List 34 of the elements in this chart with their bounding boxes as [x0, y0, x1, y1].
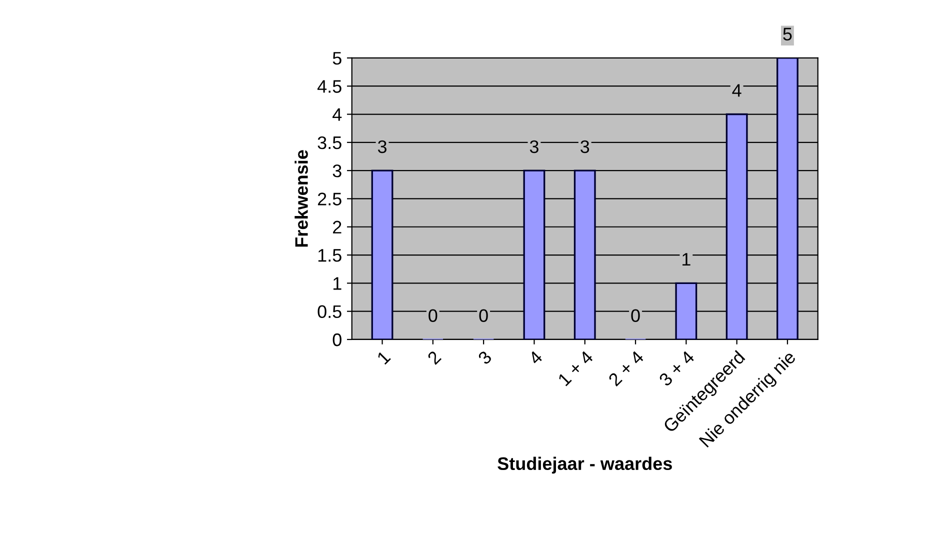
y-tick-label: 0	[332, 333, 342, 346]
x-tick-label: 2	[426, 350, 442, 365]
bar	[776, 58, 798, 340]
y-tick-label: 4.5	[317, 80, 342, 93]
y-tick-label: 1.5	[318, 249, 342, 262]
data-label: 3	[530, 140, 538, 154]
data-label: 0	[631, 309, 640, 322]
data-label: 4	[732, 84, 742, 97]
y-tick-label: 2.5	[318, 192, 342, 206]
x-axis-title: Studiejaar - waardes	[498, 456, 672, 474]
bar	[523, 170, 546, 340]
data-label: 1	[682, 253, 690, 266]
bar	[726, 113, 748, 340]
y-tick-label: 4	[332, 108, 342, 121]
data-label: 5	[783, 28, 792, 40]
y-tick-label: 2	[333, 220, 342, 234]
x-tick-label: 1 + 4	[558, 350, 594, 386]
y-tick-label: 5	[332, 52, 342, 65]
bar	[574, 170, 596, 340]
x-tick-label: 3	[477, 350, 492, 366]
y-tick-label: 3	[332, 164, 342, 178]
y-tick-label: 1	[333, 277, 342, 290]
bar	[675, 282, 698, 340]
x-tick-label: 1	[376, 350, 391, 365]
y-tick-label: 3.5	[318, 136, 342, 150]
y-axis-title: Frekwensie	[294, 150, 308, 247]
data-label: 0	[479, 309, 488, 322]
data-label: 0	[428, 309, 438, 322]
x-tick-label: 2 + 4	[608, 350, 644, 387]
data-label: 3	[378, 140, 386, 154]
y-tick-label: 0.5	[318, 305, 342, 318]
data-label: 3	[580, 140, 590, 154]
x-tick-label: 4	[528, 350, 544, 366]
bar	[371, 170, 394, 340]
